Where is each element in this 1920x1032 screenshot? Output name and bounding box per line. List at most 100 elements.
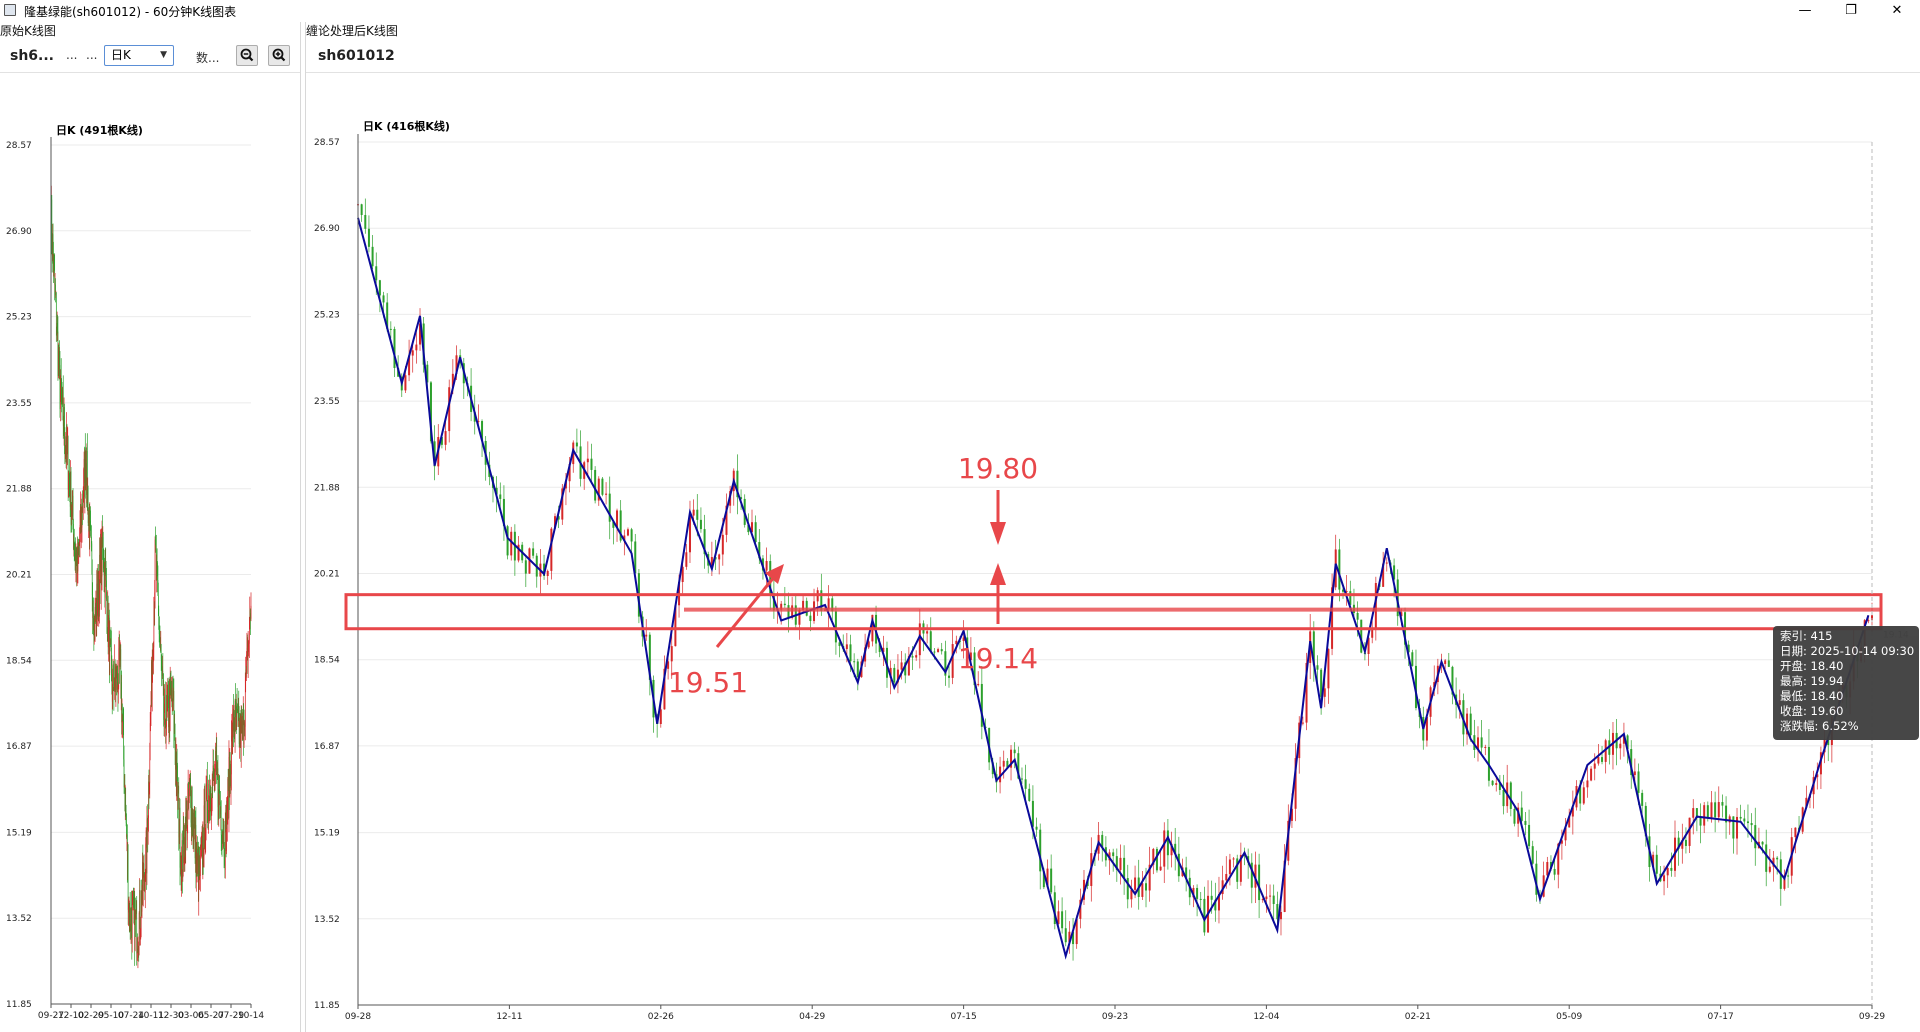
candle-body	[184, 830, 186, 862]
candle-body	[900, 662, 903, 670]
toolbar-ellipsis-2[interactable]: ...	[86, 48, 98, 62]
candle-body	[235, 702, 237, 715]
candle-body	[186, 808, 187, 822]
y-tick-label: 11.85	[6, 1000, 32, 1010]
candle-body	[178, 834, 180, 838]
candle-body	[791, 605, 794, 618]
candle-body	[389, 328, 392, 330]
candle-body	[1557, 843, 1560, 875]
candle-body	[929, 631, 932, 652]
candle-body	[882, 647, 885, 652]
candle-body	[247, 644, 248, 648]
candle-body	[122, 720, 124, 722]
candle-body	[234, 700, 236, 736]
candle-body	[232, 712, 233, 753]
zoom-out-icon	[240, 48, 254, 62]
up-arrow-head	[990, 563, 1006, 585]
toolbar-ellipsis-1[interactable]: ...	[66, 48, 78, 62]
candle-body	[206, 785, 207, 787]
candle-body	[360, 204, 363, 215]
candle-body	[1495, 783, 1498, 785]
candle-body	[747, 524, 750, 533]
x-tick-label: 05-27	[198, 1011, 224, 1021]
candle-body	[227, 779, 229, 781]
candle-body	[1827, 739, 1830, 746]
candle-body	[1630, 749, 1633, 776]
candle-body	[1217, 894, 1220, 911]
candle-body	[157, 562, 158, 581]
candle-body	[223, 824, 224, 847]
candle-body	[80, 505, 82, 531]
candle-body	[148, 781, 150, 793]
candle-body	[834, 611, 837, 643]
candle-body	[111, 647, 112, 666]
candle-body	[159, 634, 160, 637]
candle-body	[532, 548, 535, 556]
candle-body	[109, 617, 110, 673]
candle-body	[554, 516, 557, 529]
candle-body	[90, 520, 91, 529]
candle-body	[141, 895, 143, 912]
candle-body	[856, 661, 859, 678]
candle-body	[1414, 665, 1417, 709]
candle-body	[969, 652, 972, 661]
candle-body	[129, 902, 131, 928]
candle-body	[60, 371, 62, 391]
candle-body	[81, 507, 82, 528]
close-button[interactable]: ✕	[1891, 3, 1903, 18]
candle-body	[97, 571, 99, 605]
candle-body	[191, 802, 193, 829]
candle-body	[236, 705, 238, 726]
minimize-button[interactable]: —	[1798, 3, 1812, 18]
candle-body	[1232, 858, 1235, 860]
candle-body	[740, 497, 743, 499]
candle-body	[146, 830, 147, 874]
candle-body	[199, 857, 200, 880]
candle-body	[1323, 688, 1326, 697]
candle-body	[126, 834, 128, 838]
candle-body	[736, 470, 739, 498]
data-label[interactable]: 数...	[196, 51, 220, 65]
zhongshu-box	[344, 593, 1883, 631]
candle-body	[364, 214, 367, 229]
original-kline-chart[interactable]: 日K (491根K线) 28.57 26.90 25.23 23.55 21.88 20.…	[0, 72, 300, 1032]
candle-body	[237, 709, 238, 711]
candle-body	[120, 649, 122, 697]
candle-body	[419, 323, 422, 345]
candle-body	[1466, 713, 1469, 735]
candle-body	[194, 821, 196, 859]
candle-body	[213, 769, 215, 781]
candle-body	[1057, 911, 1060, 925]
candle-body	[440, 437, 443, 445]
candle-body	[68, 481, 69, 490]
candle-body	[561, 488, 564, 520]
zoom-out-button[interactable]	[236, 45, 258, 66]
candle-body	[244, 723, 245, 728]
candle-body	[103, 567, 105, 576]
candle-body	[1509, 782, 1512, 809]
candle-body	[408, 355, 411, 376]
candle-body	[1020, 778, 1023, 780]
candle-body	[180, 867, 181, 869]
y-tick-label: 23.55	[6, 399, 32, 409]
candle-tooltip: 索引: 415 日期: 2025-10-14 09:30 开盘: 18.40 最…	[1773, 626, 1919, 740]
candle-body	[1239, 854, 1242, 882]
period-select[interactable]: 日K ▼	[104, 45, 174, 66]
candle-body	[140, 928, 141, 930]
maximize-button[interactable]: ❐	[1845, 3, 1857, 18]
candle-body	[229, 765, 231, 796]
candle-body	[1163, 830, 1166, 867]
zoom-in-button[interactable]	[268, 45, 290, 66]
candle-body	[184, 830, 186, 863]
candle-body	[820, 590, 823, 611]
processed-kline-chart[interactable]: 日K (416根K线) 28.57 26.90 25.23 23.55 21.88 20.…	[306, 72, 1920, 1032]
candle-body	[154, 539, 156, 593]
lower-value-label: 19.14	[958, 642, 1038, 675]
candle-body	[160, 648, 162, 660]
candle-body	[92, 612, 94, 619]
chevron-down-icon: ▼	[160, 50, 167, 60]
candle-body	[1513, 808, 1516, 824]
candle-body	[1006, 760, 1009, 768]
candle-body	[178, 786, 180, 838]
candle-body	[188, 782, 189, 803]
